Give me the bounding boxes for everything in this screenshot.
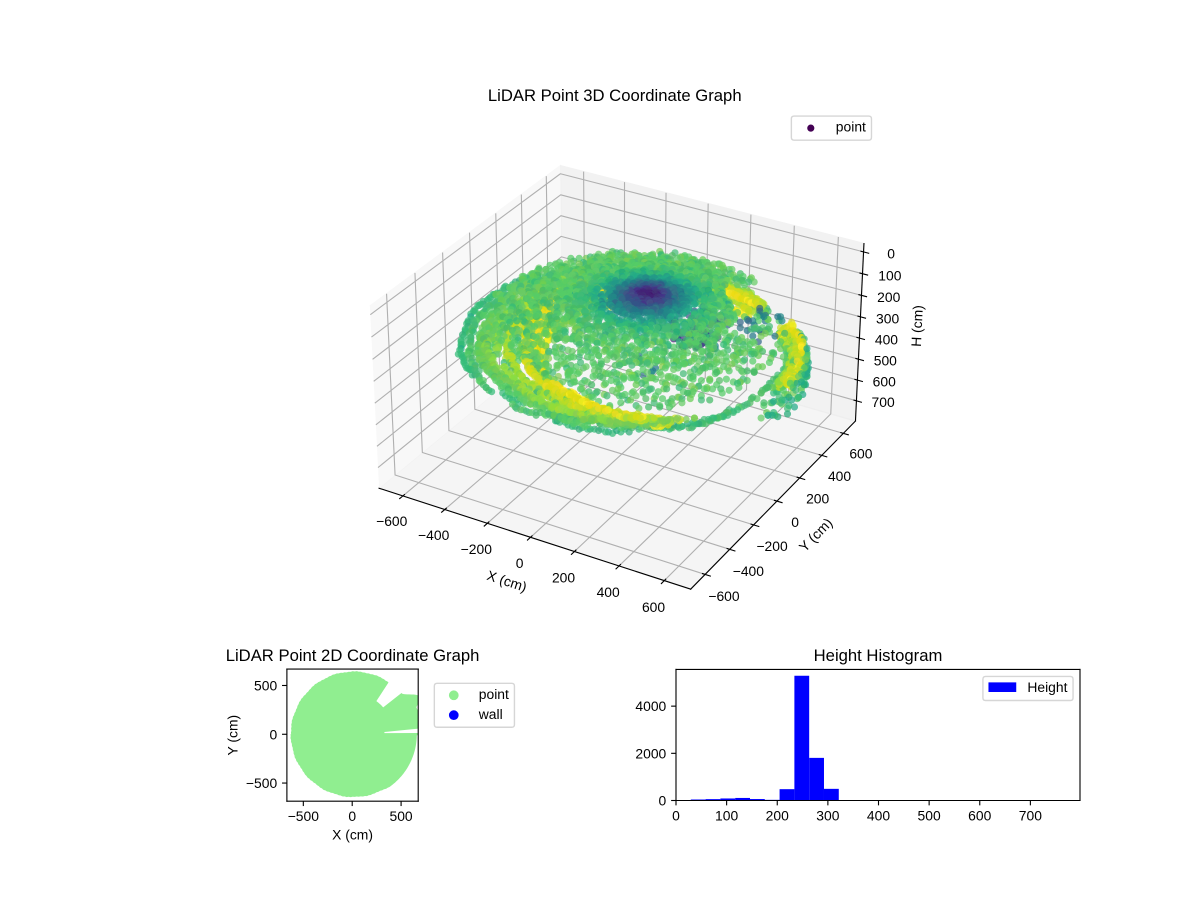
svg-text:400: 400 [867, 807, 890, 823]
svg-text:−600: −600 [708, 588, 740, 604]
svg-text:100: 100 [715, 807, 738, 823]
svg-text:300: 300 [876, 310, 899, 326]
svg-text:400: 400 [597, 584, 620, 600]
svg-text:0: 0 [269, 726, 277, 742]
svg-text:200: 200 [766, 807, 789, 823]
svg-text:600: 600 [968, 807, 991, 823]
svg-text:300: 300 [816, 807, 839, 823]
svg-text:200: 200 [877, 289, 900, 305]
svg-text:0: 0 [791, 514, 799, 530]
svg-text:0: 0 [516, 555, 524, 571]
svg-text:H (cm): H (cm) [908, 305, 926, 347]
svg-text:600: 600 [873, 373, 896, 389]
svg-text:400: 400 [875, 332, 898, 348]
svg-text:Y (cm): Y (cm) [224, 715, 240, 756]
svg-text:−500: −500 [288, 808, 320, 824]
svg-text:0: 0 [672, 807, 680, 823]
svg-text:−200: −200 [461, 541, 493, 557]
svg-text:500: 500 [254, 678, 277, 694]
svg-text:600: 600 [642, 599, 665, 615]
svg-text:−400: −400 [418, 527, 450, 543]
svg-text:4000: 4000 [635, 698, 666, 714]
svg-text:Height: Height [1027, 679, 1067, 695]
svg-text:500: 500 [918, 807, 941, 823]
svg-text:200: 200 [806, 491, 829, 507]
svg-text:700: 700 [872, 394, 895, 410]
svg-text:2000: 2000 [635, 745, 666, 761]
svg-text:wall: wall [478, 706, 503, 722]
svg-text:500: 500 [390, 808, 413, 824]
svg-text:0: 0 [659, 793, 667, 809]
svg-text:−400: −400 [733, 563, 765, 579]
svg-text:400: 400 [828, 468, 851, 484]
svg-text:200: 200 [552, 569, 575, 585]
svg-text:500: 500 [874, 353, 897, 369]
svg-text:LiDAR Point 3D Coordinate Grap: LiDAR Point 3D Coordinate Graph [488, 86, 742, 105]
svg-text:0: 0 [348, 808, 356, 824]
svg-text:point: point [479, 686, 509, 702]
svg-text:700: 700 [1019, 807, 1042, 823]
svg-text:point: point [836, 119, 866, 135]
svg-text:Height Histogram: Height Histogram [814, 646, 943, 665]
svg-text:600: 600 [849, 446, 872, 462]
svg-text:X (cm): X (cm) [332, 826, 373, 842]
svg-text:0: 0 [887, 245, 895, 261]
svg-text:100: 100 [878, 267, 901, 283]
svg-text:−200: −200 [756, 538, 788, 554]
svg-text:LiDAR Point 2D Coordinate Grap: LiDAR Point 2D Coordinate Graph [226, 646, 480, 665]
svg-text:−600: −600 [376, 513, 408, 529]
svg-text:−500: −500 [246, 775, 278, 791]
